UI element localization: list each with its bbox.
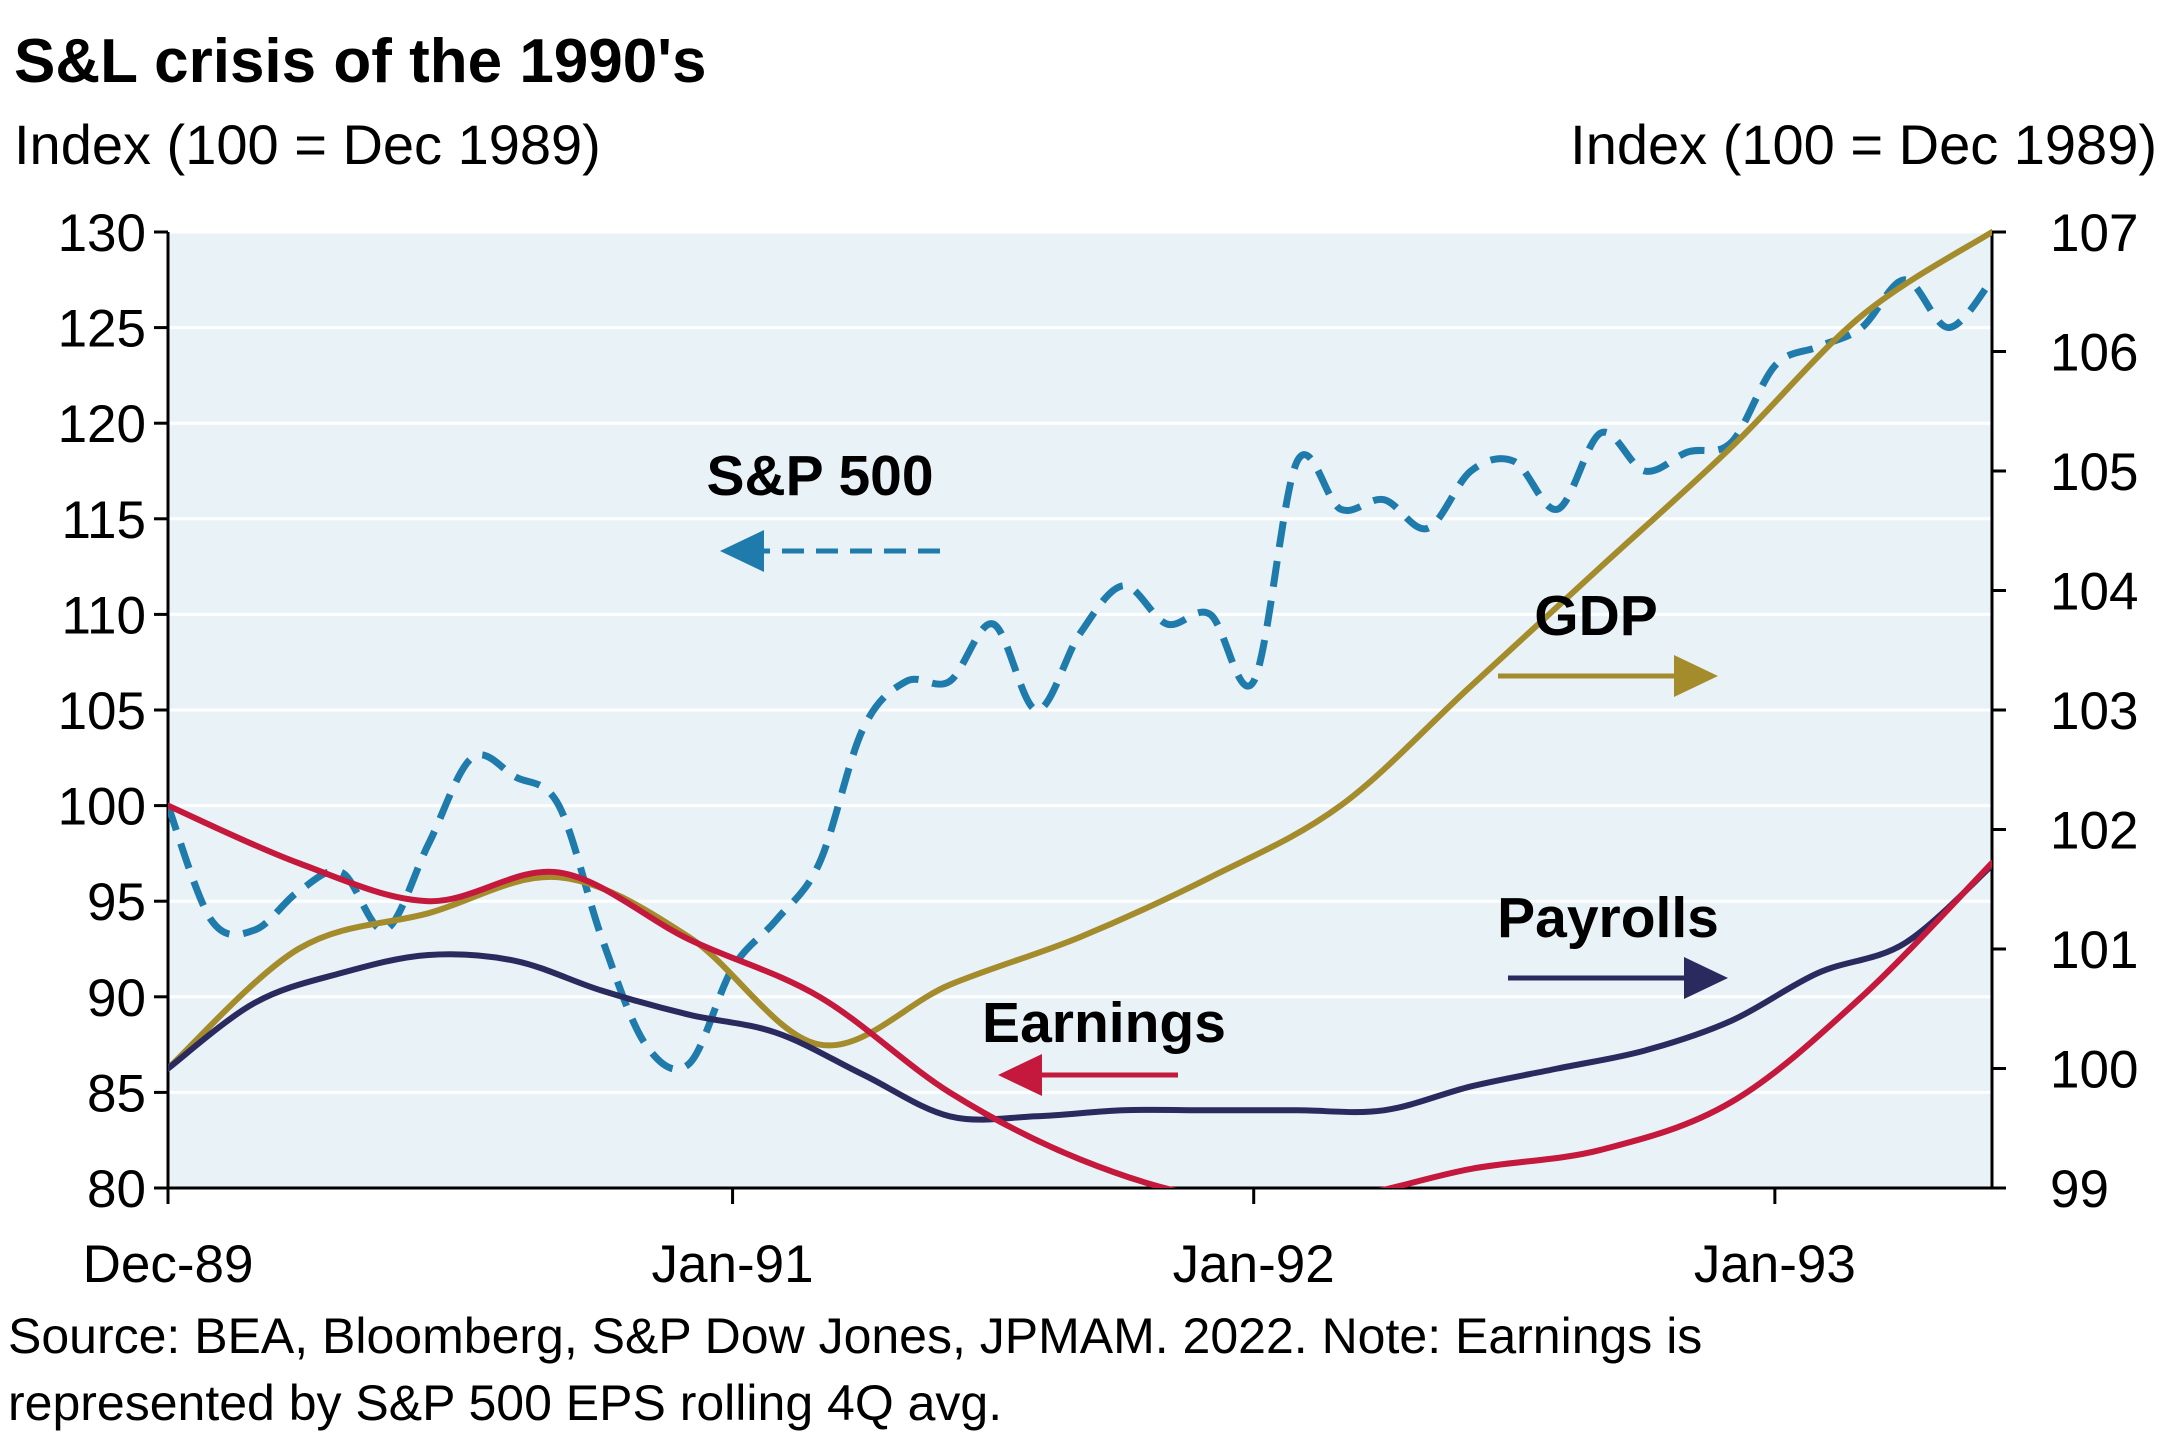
left-tick-label: 80 (87, 1160, 146, 1219)
left-tick-label: 115 (62, 491, 147, 550)
right-tick-label: 99 (2050, 1160, 2109, 1219)
x-tick-label: Jan-93 (1694, 1235, 1856, 1294)
series-line-earnings (168, 802, 1992, 1188)
x-tick-label: Jan-91 (652, 1235, 814, 1294)
x-axis-ticks: Dec-89 Jan-91 Jan-92 Jan-93 (83, 1188, 1856, 1294)
source-note-line-1: Source: BEA, Bloomberg, S&P Dow Jones, J… (8, 1308, 1702, 1364)
x-tick-label: Jan-92 (1173, 1235, 1335, 1294)
right-tick-label: 105 (2050, 443, 2138, 502)
series-line-s-p-500 (168, 276, 1992, 1073)
annotation-earnings: Earnings (982, 991, 1226, 1055)
left-tick-label: 120 (58, 395, 146, 454)
left-tick-label: 125 (58, 300, 146, 359)
annotation-arrow-head (1674, 655, 1718, 697)
annotation-arrow-head (998, 1054, 1042, 1096)
series-line-payrolls (168, 862, 1992, 1123)
series-lines (168, 229, 1992, 1188)
right-axis-title: Index (100 = Dec 1989) (1570, 113, 2157, 176)
left-tick-label: 100 (58, 778, 146, 837)
left-tick-label: 105 (58, 682, 146, 741)
source-note-line-2: represented by S&P 500 EPS rolling 4Q av… (8, 1375, 1002, 1431)
right-tick-label: 103 (2050, 682, 2138, 741)
left-tick-label: 85 (87, 1064, 146, 1123)
left-tick-label: 130 (58, 204, 146, 263)
left-tick-label: 90 (87, 969, 146, 1028)
annotation-payrolls: Payrolls (1497, 886, 1719, 950)
gridlines (168, 230, 1992, 1094)
right-tick-label: 101 (2050, 921, 2138, 980)
right-axis-ticks: 99 100 101 102 103 104 105 106 107 (1992, 204, 2138, 1219)
annotation-arrow-head (720, 530, 764, 572)
right-tick-label: 102 (2050, 802, 2138, 861)
left-axis-ticks: 80 85 90 95 100 105 110 115 120 125 130 (58, 204, 168, 1219)
left-tick-label: 95 (87, 873, 146, 932)
annotation-arrow-head (1684, 957, 1728, 999)
x-tick-label: Dec-89 (83, 1235, 254, 1294)
series-line-gdp (168, 229, 1992, 1072)
left-tick-label: 110 (62, 586, 147, 645)
annotation-gdp: GDP (1534, 584, 1658, 648)
series-annotations: S&P 500 GDP Payrolls Earnings (706, 444, 1728, 1096)
left-axis-title: Index (100 = Dec 1989) (14, 113, 601, 176)
right-tick-label: 104 (2050, 563, 2138, 622)
annotation-s-p-500: S&P 500 (706, 444, 933, 508)
right-tick-label: 107 (2050, 204, 2138, 263)
right-tick-label: 100 (2050, 1041, 2138, 1100)
chart-title: S&L crisis of the 1990's (14, 27, 706, 96)
right-tick-label: 106 (2050, 324, 2138, 383)
